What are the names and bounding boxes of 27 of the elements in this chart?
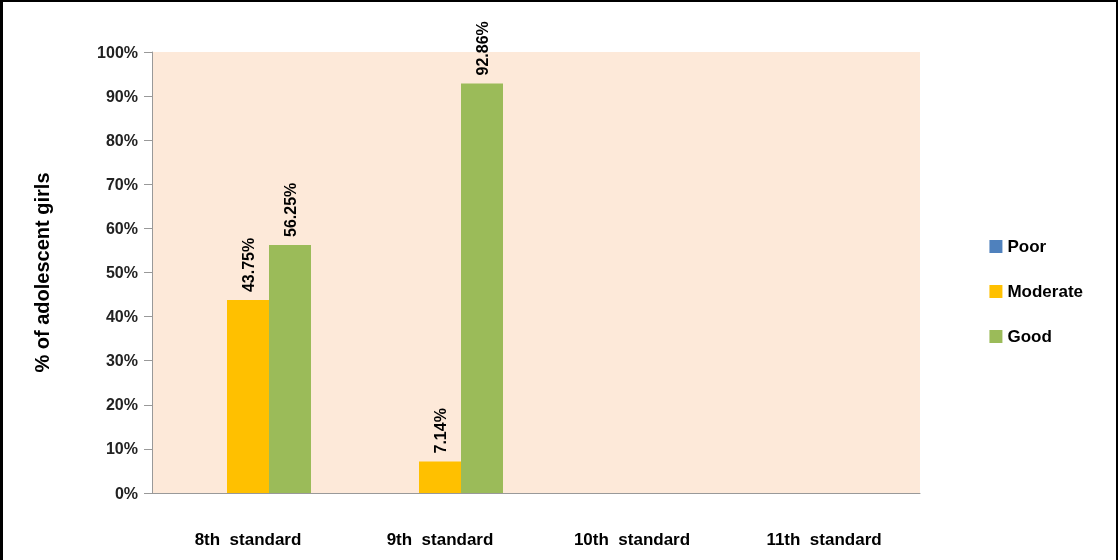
y-tick-label: 0%: [114, 484, 138, 502]
data-label: 43.75%: [239, 237, 257, 293]
x-tick-label: 10th standard: [573, 530, 691, 549]
y-axis-title: % of adolescent girls: [31, 172, 53, 373]
y-tick-label: 100%: [97, 43, 138, 61]
x-tick-label: 9th standard: [386, 530, 494, 549]
y-tick-label: 90%: [105, 87, 138, 105]
y-tick-label: 50%: [105, 264, 138, 281]
y-tick-label: 80%: [105, 131, 138, 149]
legend-label: Moderate: [1007, 282, 1084, 301]
y-tick-label: 60%: [105, 219, 138, 237]
bar: [269, 244, 311, 493]
x-tick-label: 11th standard: [766, 530, 882, 549]
data-label: 56.25%: [281, 182, 299, 237]
data-label: 7.14%: [431, 408, 449, 454]
bar: [419, 461, 461, 493]
data-label: 92.86%: [473, 21, 491, 76]
y-tick-label: 30%: [105, 352, 138, 370]
bar: [227, 300, 269, 493]
y-tick-label: 10%: [105, 440, 138, 458]
legend-label: Poor: [1007, 237, 1047, 256]
bar: [461, 83, 503, 493]
x-tick-label: 8th standard: [194, 530, 302, 549]
y-tick-label: 20%: [105, 396, 138, 414]
y-tick-label: 70%: [105, 175, 138, 193]
y-tick-label: 40%: [105, 308, 138, 326]
legend-label: Good: [1007, 327, 1052, 346]
